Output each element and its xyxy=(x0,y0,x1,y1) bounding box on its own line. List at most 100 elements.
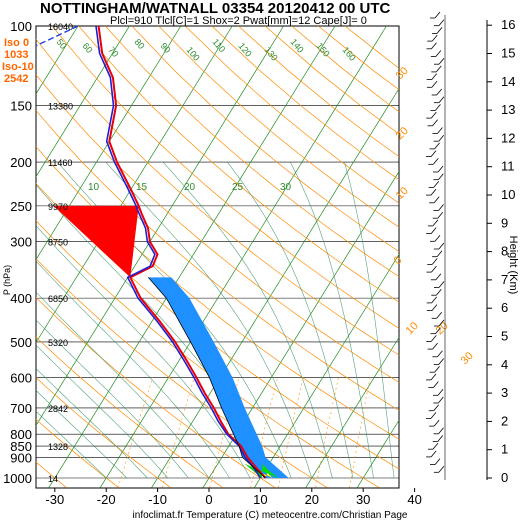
wind-barb-feather xyxy=(438,396,444,404)
chart-footer: infoclimat.fr Temperature (C) meteocentr… xyxy=(133,510,408,521)
dry-adiabat xyxy=(36,258,328,488)
wind-barb-feather xyxy=(433,181,440,188)
wind-barb-feather xyxy=(434,11,441,19)
dry-adiabat xyxy=(78,26,399,303)
wind-barb-feather xyxy=(437,435,444,442)
iso0-label: Iso 0 xyxy=(4,37,29,49)
wind-barb-feather xyxy=(430,373,437,381)
moist-adiabat xyxy=(36,319,189,479)
moist-adiabat xyxy=(36,389,128,479)
wind-barb-feather xyxy=(431,296,437,304)
dry-adiabat xyxy=(105,26,399,278)
dewpoint-line xyxy=(95,26,262,479)
mixing-ratio-label: 25 xyxy=(232,182,244,193)
wind-barb-feather xyxy=(435,327,441,334)
height-tick-label: 0 xyxy=(501,470,508,485)
isotherm xyxy=(36,26,284,427)
wind-barb-feather xyxy=(434,365,440,373)
height-label: 9970 xyxy=(48,202,68,212)
dry-adiabat xyxy=(36,38,399,356)
pressure-tick-label: 850 xyxy=(10,439,32,454)
wind-barb-feather xyxy=(434,142,440,150)
wind-barb-feather xyxy=(431,265,437,273)
x-tick-label: 10 xyxy=(253,492,267,507)
wind-barb-feather xyxy=(437,127,443,134)
height-tick-label: 15 xyxy=(501,46,515,61)
chart-subtitle: Plcl=910 Tlcl[C]=1 Shox=2 Pwat[mm]=12 Ca… xyxy=(110,15,367,27)
wind-barb-feather xyxy=(437,350,443,358)
wind-barb-feather xyxy=(433,419,440,427)
x-tick-label: 0 xyxy=(205,492,212,507)
moist-adiabat xyxy=(344,162,395,479)
wind-barb-feather xyxy=(434,458,441,465)
x-tick-label: -20 xyxy=(97,492,116,507)
height-axis-label: Height (Km) xyxy=(507,236,519,295)
wind-barb-feather xyxy=(433,381,439,388)
pressure-tick-label: 250 xyxy=(10,199,32,214)
pressure-tick-label: 100 xyxy=(10,19,32,34)
pressure-tick-label: 200 xyxy=(10,155,32,170)
moist-adiabat xyxy=(36,410,107,479)
height-tick-label: 1 xyxy=(501,442,508,457)
wind-barb-feather xyxy=(431,81,438,88)
wind-barb-feather xyxy=(436,88,442,96)
wind-barb-feather xyxy=(438,427,444,435)
height-label: 5320 xyxy=(48,338,68,348)
wind-barb-feather xyxy=(438,96,445,103)
isotherm xyxy=(254,253,399,488)
wind-barb-feather xyxy=(438,466,445,473)
wind-barb-feather xyxy=(438,281,445,288)
height-label: 8750 xyxy=(48,238,68,248)
wind-barb-feather xyxy=(435,273,442,281)
wind-barb-feather xyxy=(436,250,443,257)
isotherm xyxy=(0,26,27,488)
moist-adiabat xyxy=(36,260,230,479)
wind-barb-feather xyxy=(430,450,437,458)
isotherm xyxy=(202,170,399,488)
dry-adiabat xyxy=(36,418,119,488)
wind-barb-feather xyxy=(437,389,444,396)
height-tick-label: 8 xyxy=(501,244,508,259)
mixing-ratio-label: 10 xyxy=(88,182,100,193)
wind-barb-feather xyxy=(438,57,445,65)
moist-adiabat xyxy=(57,161,292,479)
wind-barb-feather xyxy=(435,288,442,296)
wind-barb-feather xyxy=(433,404,440,411)
wind-barb-feather xyxy=(431,304,438,311)
mixing-ratio-line xyxy=(209,377,240,488)
moist-adiabat xyxy=(36,344,169,479)
isotherm xyxy=(36,26,233,344)
height-tick-label: 12 xyxy=(501,130,515,145)
moist-adiabat xyxy=(36,368,148,479)
isotherm xyxy=(36,26,182,261)
chart-title: NOTTINGHAM/WATNALL 03354 20120412 00 UTC xyxy=(40,0,391,17)
y-axis-label: P (hPa) xyxy=(2,265,12,295)
dry-adiabat xyxy=(36,296,276,488)
height-label: 14 xyxy=(48,474,58,484)
wind-barb-feather xyxy=(435,65,442,73)
height-tick-label: 7 xyxy=(501,272,508,287)
x-tick-label: 40 xyxy=(407,492,421,507)
height-label: 2842 xyxy=(48,404,68,414)
height-tick-label: 2 xyxy=(501,413,508,428)
wind-barb-feather xyxy=(438,319,445,327)
height-tick-label: 3 xyxy=(501,385,508,400)
moist-adiabat xyxy=(227,161,354,479)
height-label: 13380 xyxy=(48,102,73,112)
pressure-tick-label: 150 xyxy=(10,99,32,114)
dry-adiabat-label: 30 xyxy=(459,350,476,367)
height-tick-label: 6 xyxy=(501,300,508,315)
rh-label: 80 xyxy=(132,37,146,51)
wind-barb-feather xyxy=(438,19,445,26)
wind-barb-feather xyxy=(438,204,444,211)
wind-barbs xyxy=(426,11,446,480)
wind-barb-feather xyxy=(438,242,445,250)
dry-adiabat xyxy=(51,26,399,329)
height-tick-label: 4 xyxy=(501,357,508,372)
pressure-tick-label: 600 xyxy=(10,371,32,386)
pressure-tick-label: 300 xyxy=(10,235,32,250)
dry-adiabat xyxy=(36,377,171,488)
wind-barb-feather xyxy=(433,158,439,165)
dry-adiabat xyxy=(36,336,223,488)
